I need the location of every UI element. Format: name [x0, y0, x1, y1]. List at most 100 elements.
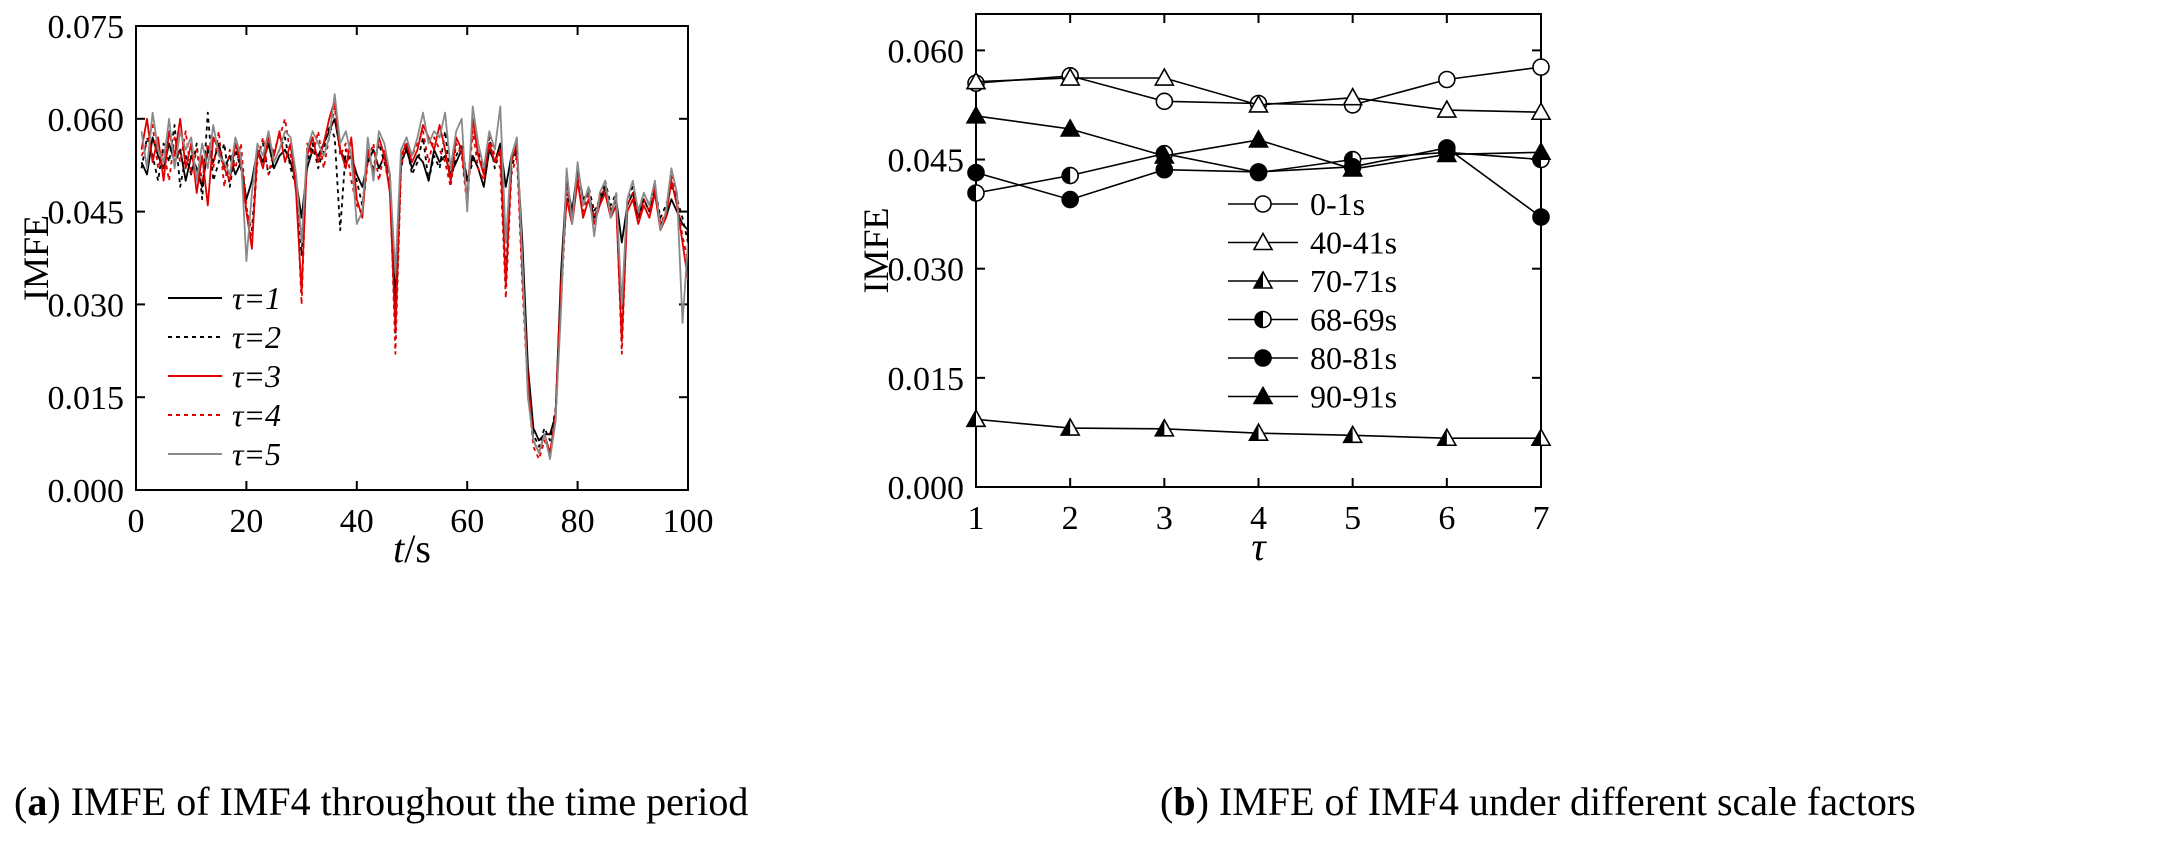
legend-label: 68-69s — [1310, 302, 1397, 338]
legend-label: 70-71s — [1310, 263, 1397, 299]
legend-label: 80-81s — [1310, 340, 1397, 376]
caption-b: (b) IMFE of IMF4 under different scale f… — [1160, 779, 1916, 824]
y-axis-label: IMFE — [856, 207, 896, 293]
data-point-68-69s-fill — [1062, 167, 1071, 184]
legend-label: τ=2 — [232, 319, 281, 355]
series-40-41s — [965, 67, 1552, 121]
data-point-70-71s-fill — [1249, 424, 1259, 441]
legend-marker-0-1s-shape — [1254, 195, 1272, 213]
y-tick-label: 0.015 — [888, 361, 965, 398]
data-point-40-41s — [1153, 67, 1175, 86]
legend-label: 90-91s — [1310, 379, 1397, 415]
legend-marker-80-81s — [1254, 349, 1272, 367]
data-point-70-71s — [1342, 424, 1364, 444]
data-point-40-41s — [1059, 67, 1081, 86]
data-point-90-91s — [1059, 118, 1081, 137]
series-line-tau-2 — [140, 111, 688, 448]
chart-a-imfe-vs-time: 0 20 40 60 80 100 0.000 0.015 0.030 0.045 0.060 0.0… — [16, 9, 714, 571]
legend-marker-90-91s-shape — [1252, 385, 1274, 405]
x-tick-label: 4 — [1250, 500, 1267, 537]
series-line-tau-4 — [140, 105, 688, 461]
data-point-80-81s-shape — [1249, 163, 1268, 181]
legend-label: τ=4 — [232, 397, 281, 433]
data-point-70-71s — [1059, 417, 1081, 436]
data-point-70-71s — [1153, 418, 1175, 437]
series-line-tau-5 — [140, 93, 688, 461]
data-point-40-41s-shape — [1153, 67, 1175, 86]
data-point-90-91s-shape — [1342, 158, 1364, 177]
data-point-0-1s — [1532, 58, 1550, 76]
series-lines — [140, 93, 688, 461]
data-point-0-1s — [1438, 70, 1456, 89]
caption-b-letter: b — [1173, 779, 1196, 824]
series-line-tau-3 — [140, 99, 688, 454]
x-tick-label: 80 — [561, 503, 595, 540]
x-tick-label: 7 — [1533, 500, 1550, 537]
legend-label: τ=5 — [232, 436, 281, 472]
data-point-80-81s — [1249, 163, 1268, 181]
series-90-91s — [965, 105, 1552, 177]
legend-marker-68-69s-fill — [1255, 311, 1263, 328]
data-point-70-71s-fill — [1532, 429, 1541, 446]
data-point-90-91s — [1342, 158, 1364, 177]
data-point-40-41s-shape — [1530, 101, 1552, 121]
data-point-40-41s-shape — [1342, 87, 1364, 106]
data-point-70-71s-fill — [1155, 419, 1165, 436]
legend-marker-40-41s-shape — [1252, 231, 1274, 251]
legend-marker-0-1s — [1254, 195, 1272, 213]
legend-marker-70-71s-fill — [1254, 272, 1263, 288]
data-point-90-91s-shape — [1153, 145, 1175, 164]
x-axis-label: τ — [1251, 524, 1267, 569]
data-point-90-91s — [1153, 145, 1175, 164]
data-point-40-41s — [1530, 101, 1552, 121]
y-tick-label: 0.060 — [48, 102, 125, 139]
data-point-80-81s-shape — [967, 163, 985, 182]
data-point-90-91s — [965, 105, 987, 124]
data-point-70-71s-fill — [1343, 426, 1353, 443]
x-tick-label: 20 — [229, 503, 263, 540]
data-point-70-71s-fill — [1437, 429, 1447, 446]
caption-b-text: IMFE of IMF4 under different scale facto… — [1218, 779, 1916, 824]
x-tick-label: 6 — [1438, 500, 1455, 537]
x-axis-label: t/s — [393, 526, 431, 571]
data-point-90-91s-shape — [1248, 129, 1269, 148]
legend-label: τ=1 — [232, 280, 281, 316]
data-point-90-91s-shape — [1059, 118, 1081, 137]
caption-a-letter: a — [27, 779, 48, 824]
data-point-70-71s — [1530, 427, 1552, 447]
legend-label: 0-1s — [1310, 186, 1365, 222]
data-point-90-91s — [1436, 143, 1458, 163]
data-point-70-71s — [1248, 422, 1269, 441]
data-point-40-41s-shape — [1248, 94, 1269, 113]
data-point-90-91s-shape — [965, 105, 987, 124]
y-tick-label: 0.000 — [888, 470, 965, 507]
data-point-68-69s — [967, 184, 985, 202]
y-axis-label: IMFE — [16, 215, 56, 301]
legend-marker-70-71s — [1252, 270, 1274, 289]
plot-frame — [135, 25, 689, 491]
data-point-0-1s — [1155, 92, 1174, 111]
legend-marker-80-81s-shape — [1254, 349, 1272, 367]
legend-marker-90-91s — [1252, 385, 1274, 405]
x-tick-label: 2 — [1062, 500, 1079, 537]
caption-a: (a) IMFE of IMF4 throughout the time per… — [14, 779, 749, 824]
caption-a-text: IMFE of IMF4 throughout the time period — [70, 779, 749, 824]
data-point-40-41s-shape — [1436, 99, 1458, 118]
data-point-80-81s-shape — [1532, 208, 1550, 226]
x-axis-label-unit: /s — [404, 526, 431, 571]
x-tick-label: 1 — [968, 500, 985, 537]
x-tick-label: 3 — [1156, 500, 1173, 537]
y-tick-label: 0.015 — [48, 380, 125, 417]
legend-marker-40-41s — [1252, 231, 1274, 251]
data-point-40-41s-shape — [1059, 67, 1081, 86]
data-point-0-1s-shape — [1438, 70, 1456, 89]
y-tick-label: 0.045 — [48, 195, 125, 232]
x-tick-label: 0 — [128, 503, 145, 540]
data-point-40-41s-shape — [965, 71, 987, 90]
y-tick-label: 0.060 — [888, 33, 965, 70]
data-point-80-81s — [1155, 160, 1174, 179]
series-70-71s — [965, 408, 1552, 447]
data-point-80-81s-shape — [1155, 160, 1174, 179]
